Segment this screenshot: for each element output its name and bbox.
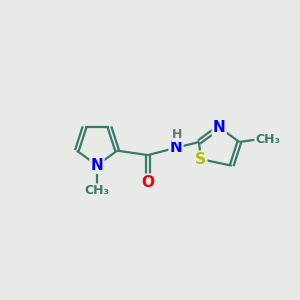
Text: H: H (172, 128, 183, 141)
Text: CH₃: CH₃ (85, 184, 110, 197)
Text: N: N (91, 158, 103, 173)
Text: N: N (213, 120, 226, 135)
Text: N: N (170, 140, 182, 155)
Text: O: O (142, 175, 154, 190)
Text: CH₃: CH₃ (255, 133, 280, 146)
Text: S: S (195, 152, 206, 166)
